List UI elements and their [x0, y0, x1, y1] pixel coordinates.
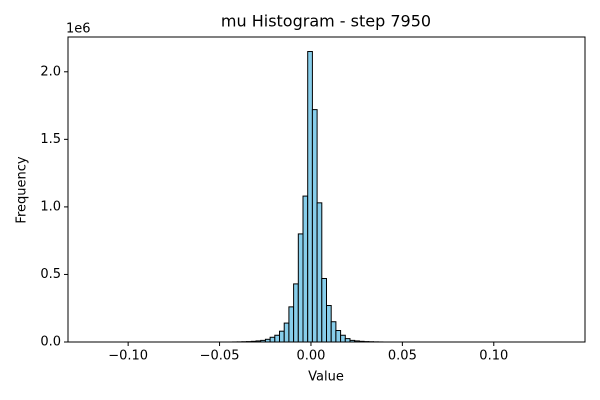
bar [302, 195, 309, 343]
y-offset-label: 1e6 [66, 22, 91, 37]
x-tick-label: −0.05 [200, 349, 240, 364]
plot-frame [67, 36, 586, 343]
x-tick-label: 0.05 [388, 349, 417, 364]
y-tick-label: 1.5 [40, 132, 61, 147]
bar [326, 305, 332, 343]
x-tick-label: 0.10 [479, 349, 508, 364]
bar [283, 322, 290, 343]
bar [269, 336, 276, 343]
bar [344, 338, 351, 343]
x-tick-label: −0.10 [108, 349, 148, 364]
y-tick-label: 0.5 [40, 267, 61, 282]
bar [279, 330, 285, 343]
y-tick-label: 1.0 [40, 199, 61, 214]
bar [330, 321, 337, 343]
bar [297, 233, 304, 343]
y-axis-label: Frequency [15, 156, 30, 223]
x-tick-label: 0.00 [296, 349, 325, 364]
bar [321, 278, 328, 343]
bar [340, 334, 346, 343]
y-tick-label: 2.0 [40, 64, 61, 79]
bar [316, 202, 323, 343]
bar [274, 334, 281, 343]
bar [335, 330, 342, 343]
y-tick-label: 0.0 [40, 335, 61, 350]
bar [307, 51, 313, 343]
bar [293, 283, 299, 343]
x-axis-label: Value [308, 370, 344, 385]
bar [311, 109, 318, 343]
chart-title: mu Histogram - step 7950 [221, 12, 431, 31]
bar [288, 306, 295, 343]
